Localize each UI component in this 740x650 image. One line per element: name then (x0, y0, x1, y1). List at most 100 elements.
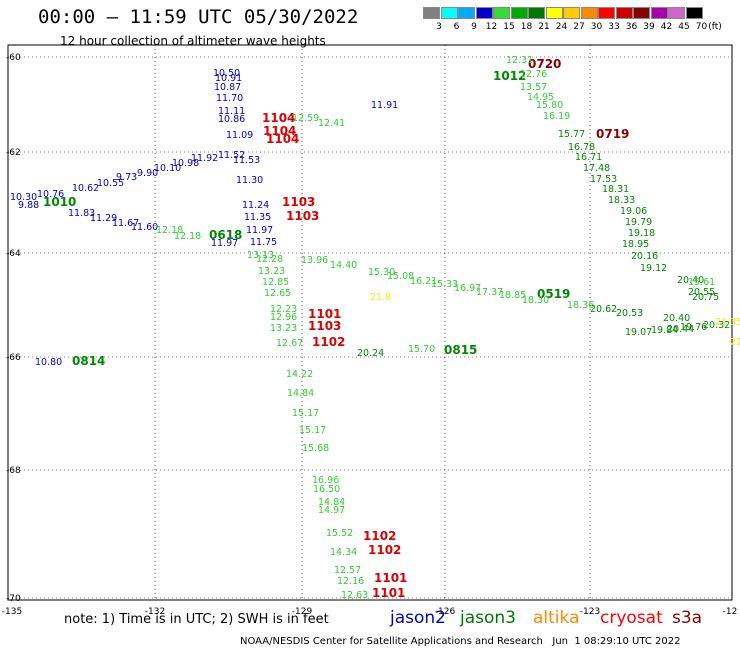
wave-height-label: 12.63 (341, 590, 368, 601)
pass-time-label: 1103 (282, 195, 315, 209)
scale-swatch (493, 7, 510, 19)
wave-height-label: 15.08 (387, 271, 414, 282)
wave-height-label: 12.59 (292, 113, 319, 124)
scale-swatch (440, 7, 458, 19)
wave-height-label: 15.30 (368, 267, 395, 278)
scale-swatch (580, 7, 598, 19)
pass-time-label: 0720 (528, 57, 561, 71)
scale-swatch (545, 7, 563, 19)
wave-height-label: 10.98 (172, 158, 199, 169)
wave-height-label: 15.80 (536, 100, 563, 111)
wave-height-label: 10.80 (35, 357, 62, 368)
scale-swatch (685, 7, 703, 19)
wave-height-label: 20.55 (688, 287, 715, 298)
scale-swatch (633, 7, 650, 19)
wave-height-label: 10.87 (214, 82, 241, 93)
lat-label: -66 (6, 353, 21, 363)
lon-label: -132 (145, 607, 165, 617)
wave-height-label: 11.92 (191, 153, 218, 164)
wave-height-label: 14.97 (318, 505, 345, 516)
wave-height-label: 14.84 (318, 497, 345, 508)
wave-height-label: 9.88 (18, 200, 39, 211)
scale-swatch (650, 7, 668, 19)
scale-swatch (598, 7, 615, 19)
wave-height-label: 20.40 (663, 313, 690, 324)
wave-height-label: 10.30 (10, 192, 37, 203)
scale-swatch (510, 7, 528, 19)
wave-height-label: 10.86 (218, 114, 245, 125)
wave-height-label: 15.61 (688, 277, 715, 288)
wave-height-label: 10.76 (37, 189, 64, 200)
lat-label: -70 (6, 594, 21, 604)
pass-time-label: 1104 (262, 111, 295, 125)
pass-time-label: 0814 (72, 354, 105, 368)
wave-height-label: 15.52 (326, 528, 353, 539)
wave-height-label: 14.22 (286, 369, 313, 380)
scale-swatch (528, 7, 545, 19)
wave-height-label: 11.83 (68, 208, 95, 219)
wave-height-label: 12.57 (334, 565, 361, 576)
wave-height-label: 18.30 (522, 295, 549, 306)
pass-time-label: 1104 (263, 124, 296, 138)
wave-height-label: 15.68 (302, 443, 329, 454)
wave-height-label: 10.50 (213, 68, 240, 79)
wave-height-label: 20.53 (616, 308, 643, 319)
wave-height-label: 14.95 (527, 92, 554, 103)
wave-height-label: 16.50 (313, 484, 340, 495)
wave-height-label: 9.73 (116, 172, 137, 183)
pass-time-label: 0719 (596, 127, 629, 141)
pass-time-label: 1102 (363, 529, 396, 543)
lat-label: -64 (6, 249, 21, 259)
lon-label: -123 (580, 607, 600, 617)
wave-height-label: 11.30 (236, 175, 263, 186)
wave-height-label: 10.55 (97, 178, 124, 189)
wave-height-label: 18.85 (499, 290, 526, 301)
wave-height-label: 15.33 (431, 279, 458, 290)
wave-height-label: 18.31 (602, 184, 629, 195)
lon-label: -135 (2, 607, 22, 617)
scale-swatch (423, 7, 440, 19)
scale-label: 45 (678, 22, 690, 32)
wave-height-label: 11.97 (246, 225, 273, 236)
pass-time-label: 0815 (444, 343, 477, 357)
mission-cryosat: cryosat (600, 608, 663, 628)
wave-height-label: 11.52 (218, 150, 245, 161)
lat-label: -62 (6, 148, 21, 158)
scale-swatch (458, 7, 475, 19)
lat-label: -60 (6, 53, 21, 63)
wave-height-label: 21.8 (370, 292, 391, 303)
wave-height-label: 17.37 (476, 287, 503, 298)
wave-height-label: 11.60 (131, 222, 158, 233)
mission-jason3: jason3 (460, 608, 516, 628)
wave-height-label: 16.71 (575, 152, 602, 163)
wave-height-label: 10.91 (215, 73, 242, 84)
scale-label: 27 (573, 22, 585, 32)
pass-time-label: 1010 (43, 195, 76, 209)
map-frame (7, 44, 733, 601)
wave-height-label: 15.17 (299, 425, 326, 436)
wave-height-label: 19.84 (651, 325, 678, 336)
scale-label: 30 (590, 22, 603, 32)
wave-height-label: 13.96 (301, 255, 328, 266)
wave-height-label: 19.12 (640, 263, 667, 274)
scale-label: 36 (625, 22, 638, 32)
wave-height-label: 14.40 (330, 260, 357, 271)
scale-label: 70 (695, 22, 708, 32)
wave-height-label: 19.07 (625, 327, 652, 338)
wave-height-label: 17.53 (590, 174, 617, 185)
wave-height-label: 12.18 (156, 225, 183, 236)
wave-height-label: 11.97 (211, 238, 238, 249)
wave-height-label: 11.11 (218, 106, 245, 117)
wave-height-label: 12.41 (318, 118, 345, 129)
wave-height-label: 20.16 (631, 251, 658, 262)
scale-label: 33 (608, 22, 620, 32)
wave-height-label: 11.24 (242, 200, 269, 211)
scale-swatch (668, 7, 685, 19)
wave-height-label: 12.67 (276, 338, 303, 349)
pass-time-label: 1101 (374, 571, 407, 585)
wave-height-label: 13.23 (270, 323, 297, 334)
wave-height-label: 12.16 (337, 576, 364, 587)
scale-label: 12 (485, 22, 498, 32)
wave-height-label: 10.10 (154, 163, 181, 174)
